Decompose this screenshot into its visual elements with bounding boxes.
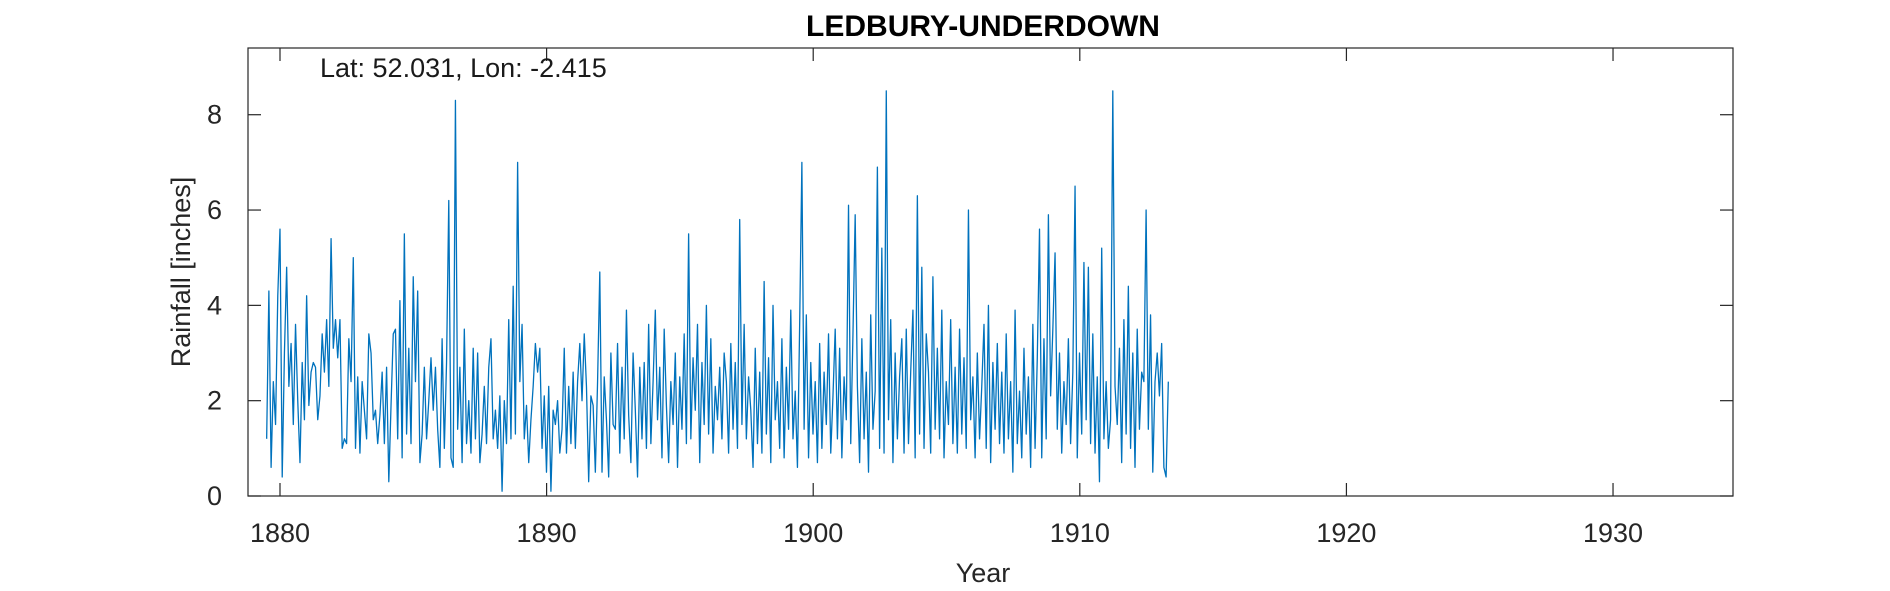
x-tick-label: 1880	[250, 518, 310, 548]
series-layer	[266, 90, 1169, 492]
y-axis-label: Rainfall [inches]	[166, 177, 196, 368]
x-tick-label: 1920	[1316, 518, 1376, 548]
x-tick-label: 1930	[1583, 518, 1643, 548]
y-tick-label: 8	[207, 100, 222, 130]
x-axis-label: Year	[956, 558, 1011, 588]
chart-title: LEDBURY-UNDERDOWN	[806, 10, 1160, 43]
y-tick-label: 2	[207, 386, 222, 416]
x-tick-label: 1900	[783, 518, 843, 548]
coordinates-annotation: Lat: 52.031, Lon: -2.415	[320, 53, 607, 83]
axis-ticks: 1880 1890 1900 1910 1920 1930 0 2 4 6 8	[207, 48, 1733, 548]
y-tick-label: 4	[207, 290, 222, 320]
y-tick-label: 0	[207, 481, 222, 511]
y-tick-label: 6	[207, 195, 222, 225]
x-tick-label: 1890	[517, 518, 577, 548]
series-line-0	[266, 90, 1169, 492]
x-tick-label: 1910	[1050, 518, 1110, 548]
